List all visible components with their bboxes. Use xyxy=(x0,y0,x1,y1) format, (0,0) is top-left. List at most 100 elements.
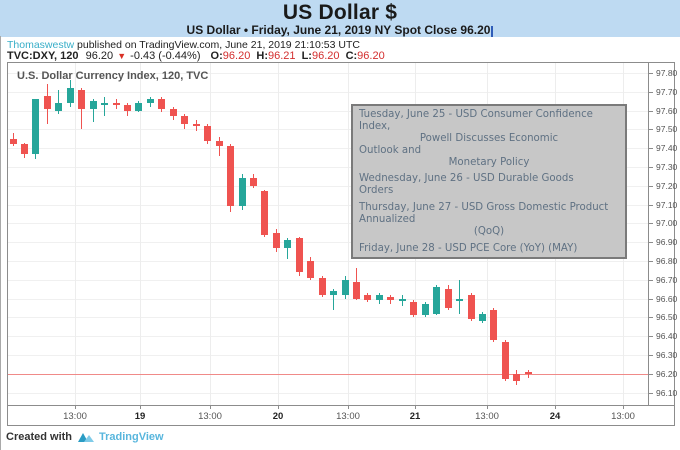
horizontal-gridline xyxy=(8,186,648,187)
price-axis-tick xyxy=(649,355,653,356)
horizontal-gridline xyxy=(8,205,648,206)
candle xyxy=(342,280,349,295)
candle xyxy=(456,299,463,301)
annotation-note[interactable]: Tuesday, June 25 - USD Consumer Confiden… xyxy=(351,104,627,259)
annotation-line: Tuesday, June 25 - USD Consumer Confiden… xyxy=(359,109,593,120)
candle xyxy=(158,99,165,109)
candle xyxy=(353,282,360,299)
candle xyxy=(10,139,17,144)
time-tick-label: 13:00 xyxy=(611,411,635,422)
price-axis-tick xyxy=(649,336,653,337)
chart-plot-area[interactable]: U.S. Dollar Currency Index, 120, TVC Tue… xyxy=(8,63,649,405)
time-axis[interactable]: 13:00 19 13:00 20 13:00 21 13:00 24 13:00 xyxy=(8,405,674,425)
candle xyxy=(32,99,39,154)
page-title: US Dollar $ xyxy=(282,1,398,24)
candle xyxy=(490,310,497,340)
candle xyxy=(101,103,108,105)
open-value: 96.20 xyxy=(222,50,251,62)
candle xyxy=(181,116,188,124)
candle xyxy=(124,105,131,111)
candle xyxy=(239,178,246,206)
price-tick-label: 96.10 xyxy=(656,388,678,398)
price-axis-tick xyxy=(649,280,653,281)
candle xyxy=(422,304,429,315)
byline: Thomaswestw published on TradingView.com… xyxy=(7,39,360,51)
candle xyxy=(319,278,326,295)
time-axis-tick xyxy=(555,406,556,409)
candle xyxy=(502,342,509,379)
candle xyxy=(55,103,62,111)
horizontal-gridline xyxy=(8,242,648,243)
low-label: L: xyxy=(301,50,312,62)
author-link[interactable]: Thomaswestw xyxy=(7,39,75,51)
horizontal-gridline xyxy=(8,148,648,149)
price-tick-label: 97.40 xyxy=(656,143,678,153)
candle xyxy=(284,240,291,248)
candle-wick xyxy=(104,97,105,116)
price-axis-tick xyxy=(649,186,653,187)
price-tick-label: 97.20 xyxy=(656,181,678,191)
candle xyxy=(399,299,406,301)
price-axis-tick xyxy=(649,393,653,394)
candle xyxy=(78,90,85,109)
candle xyxy=(261,191,268,235)
annotation-line: Monetary Policy xyxy=(448,156,530,168)
price-tick-label: 97.80 xyxy=(656,68,678,78)
price-axis[interactable]: 97.80 97.70 97.60 97.50 97.40 97.30 97.20 97.10… xyxy=(649,63,678,405)
candle xyxy=(44,96,51,109)
horizontal-gridline xyxy=(8,111,648,112)
price-axis-tick xyxy=(649,205,653,206)
candle xyxy=(135,103,142,111)
time-tick-label: 19 xyxy=(134,411,146,422)
candle-wick xyxy=(287,238,288,259)
horizontal-gridline xyxy=(8,92,648,93)
time-tick-label: 20 xyxy=(272,411,284,422)
horizontal-gridline xyxy=(8,317,648,318)
chart-legend[interactable]: U.S. Dollar Currency Index, 120, TVC xyxy=(17,70,209,82)
candle xyxy=(376,295,383,300)
time-axis-tick xyxy=(75,406,76,409)
candle-wick xyxy=(58,90,59,114)
created-with-label: Created with xyxy=(6,431,73,443)
price-tick-label: 97.30 xyxy=(656,162,678,172)
close-value: 96.20 xyxy=(357,50,385,62)
footer: Created with TradingView xyxy=(6,431,164,443)
high-value: 96.21 xyxy=(267,50,296,62)
time-axis-tick xyxy=(623,406,624,409)
horizontal-gridline xyxy=(8,73,648,74)
candle xyxy=(513,374,520,381)
high-label: H: xyxy=(256,50,268,62)
subtitle-text: US Dollar • Friday, June 21, 2019 NY Spo… xyxy=(186,23,491,37)
time-axis-tick xyxy=(487,406,488,409)
annotation-line: Outlook and xyxy=(359,144,422,156)
time-axis-tick xyxy=(278,406,279,409)
candle xyxy=(468,295,475,319)
candle xyxy=(216,141,223,146)
candle xyxy=(296,238,303,272)
annotation-line: Powell Discusses Economic xyxy=(419,132,559,144)
price-axis-tick xyxy=(649,261,653,262)
tradingview-link[interactable]: TradingView xyxy=(99,431,164,443)
annotation-line: (QoQ) xyxy=(473,226,505,238)
price-axis-tick xyxy=(649,111,653,112)
horizontal-gridline xyxy=(8,261,648,262)
candle xyxy=(330,291,337,295)
price-tick-label: 96.70 xyxy=(656,275,678,285)
price-change: -0.43 (-0.44%) xyxy=(130,50,201,62)
candle xyxy=(364,295,371,300)
time-tick-label: 13:00 xyxy=(63,411,87,422)
header-banner: US Dollar $ US Dollar • Friday, June 21,… xyxy=(0,0,680,37)
symbol-label: TVC:DXY, 120 xyxy=(7,50,79,62)
price-tick-label: 96.20 xyxy=(656,369,678,379)
vertical-gridline xyxy=(75,63,76,405)
horizontal-gridline xyxy=(8,223,648,224)
candle xyxy=(250,178,257,186)
window-left-border xyxy=(0,36,1,450)
time-tick-label: 24 xyxy=(549,411,561,422)
annotation-line: Thursday, June 27 - USD Gross Domestic P… xyxy=(359,202,609,214)
candle xyxy=(410,302,417,315)
tradingview-logo-icon xyxy=(78,433,95,442)
open-label: O: xyxy=(210,50,223,62)
price-axis-tick xyxy=(649,92,653,93)
